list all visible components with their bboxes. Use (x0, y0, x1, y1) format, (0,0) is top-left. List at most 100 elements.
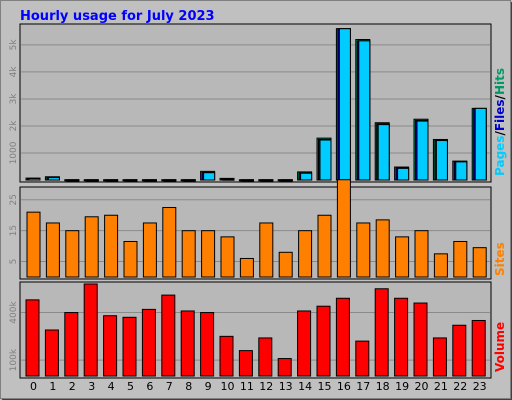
sites-bar (104, 214, 119, 278)
panel-volume-frame (19, 281, 492, 379)
sites-bar (278, 251, 293, 278)
pages-bar (435, 140, 448, 181)
legend-sep-2: / (493, 94, 507, 99)
pages-bar (241, 179, 254, 182)
volume-bar (277, 358, 292, 377)
volume-bar (297, 310, 312, 377)
x-tick-label: 8 (185, 380, 192, 393)
legend-hits: Hits (493, 68, 507, 95)
pages-bar (164, 179, 177, 182)
pages-bar (397, 167, 410, 181)
hits-panel-y-tick-label: 2k (9, 120, 19, 132)
sites-bar (26, 211, 41, 278)
x-tick-label: 1 (49, 380, 56, 393)
sites-bar (453, 240, 468, 278)
sites-bar (259, 222, 274, 278)
pages-bar (47, 177, 60, 181)
volume-bar (238, 350, 253, 377)
pages-bar (377, 124, 390, 181)
x-tick-label: 6 (146, 380, 153, 393)
x-tick-label: 11 (240, 380, 254, 393)
volume-bar (83, 283, 98, 377)
volume-bar (394, 297, 409, 377)
x-tick-label: 21 (434, 380, 448, 393)
x-tick-label: 9 (205, 380, 212, 393)
legend-sep-1: / (493, 131, 507, 136)
volume-bar (316, 305, 331, 377)
panel-volume: 100k 400k (9, 283, 490, 377)
volume-bar (122, 316, 137, 377)
sites-bar (239, 257, 254, 278)
x-tick-label: 17 (356, 380, 370, 393)
sites-bar (201, 230, 216, 278)
sites-bar (181, 230, 196, 278)
volume-bar (452, 324, 467, 377)
x-tick-label: 4 (108, 380, 115, 393)
pages-bar (261, 179, 274, 182)
hits-panel-y-tick-label: 5k (9, 39, 19, 51)
volume-panel-y-tick-label: 400k (9, 301, 19, 324)
sites-bar (336, 179, 351, 278)
legend-pages-files-hits: Pages/Files/Hits (493, 68, 507, 176)
sites-bar (395, 236, 410, 278)
sites-panel-y-tick-label: 15 (9, 225, 19, 236)
pages-bar (67, 179, 80, 182)
sites-bar (142, 222, 157, 278)
x-tick-label: 20 (415, 380, 429, 393)
sites-bar (414, 230, 429, 278)
legend-sites: Sites (493, 242, 507, 276)
pages-bar (358, 40, 371, 181)
sites-bar (123, 240, 138, 278)
x-tick-label: 18 (376, 380, 390, 393)
panel-hits: 1000 2k 3k 4k 5k (9, 28, 490, 182)
x-axis-labels: 0 1 2 3 4 5 6 7 8 9 10 11 12 13 14 15 16 17 18 19 20 21 22 23 (30, 380, 487, 393)
x-tick-label: 7 (166, 380, 173, 393)
sites-bar (162, 207, 177, 278)
pages-bar (144, 179, 157, 182)
volume-bar (219, 335, 234, 377)
volume-bar (374, 288, 389, 377)
x-tick-label: 0 (30, 380, 37, 393)
sites-bar (356, 222, 371, 278)
sites-bar (298, 230, 313, 278)
hits-panel-y-tick-label: 4k (9, 66, 19, 78)
x-tick-label: 3 (88, 380, 95, 393)
sites-bar (317, 214, 332, 278)
volume-bar (180, 310, 195, 377)
pages-bar (86, 179, 99, 182)
sites-bar (220, 236, 235, 278)
volume-bar (103, 315, 118, 377)
hits-panel-y-tick-label: 3k (9, 93, 19, 105)
sites-panel-y-tick-label: 5 (9, 259, 19, 265)
x-tick-label: 16 (337, 380, 351, 393)
volume-bar (141, 308, 156, 377)
hits-panel-y-tick-label: 1000 (9, 141, 19, 164)
sites-panel-y-tick-label: 25 (9, 194, 19, 205)
volume-bar (335, 297, 350, 377)
pages-bar (183, 179, 196, 182)
pages-bar (28, 178, 41, 181)
x-tick-label: 12 (259, 380, 273, 393)
panel-sites: 5 15 25 (9, 179, 490, 278)
sites-bar (84, 216, 99, 278)
volume-bar (413, 302, 428, 377)
pages-bar (319, 139, 332, 181)
legend-volume: Volume (493, 322, 507, 372)
volume-bar (44, 329, 59, 377)
pages-bar (280, 179, 293, 182)
pages-bar (474, 107, 487, 181)
pages-bar (203, 172, 216, 181)
pages-bar (338, 28, 351, 181)
pages-bar (300, 172, 313, 181)
volume-bar (64, 312, 79, 377)
x-tick-label: 22 (453, 380, 467, 393)
sites-bar (433, 253, 448, 278)
legend-files: Files (493, 99, 507, 131)
pages-bar (416, 120, 429, 181)
pages-bar (125, 179, 138, 182)
x-tick-label: 13 (279, 380, 293, 393)
sites-bar (375, 219, 390, 278)
sites-bar (65, 230, 80, 278)
